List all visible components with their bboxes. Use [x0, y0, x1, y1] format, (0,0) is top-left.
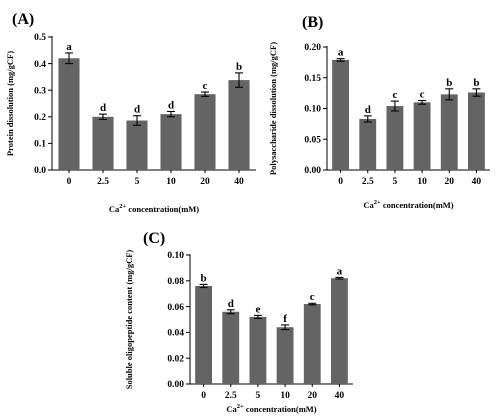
y-tick-label: 0.02: [167, 354, 184, 364]
bar: [332, 59, 350, 170]
bar: [126, 120, 148, 170]
x-tick-label: 20: [200, 177, 210, 187]
x-tick-label: 40: [234, 177, 244, 187]
y-tick-label: 0.08: [167, 277, 184, 287]
bar: [160, 114, 182, 170]
y-axis-title: Polysaccharide dissolution (mg/gCF): [268, 42, 278, 175]
y-tick-label: 0.10: [304, 105, 321, 115]
x-tick-label: 2.5: [225, 391, 237, 401]
bar: [330, 278, 348, 384]
x-axis-title: Ca2+ concentration(mM): [363, 199, 453, 210]
x-tick-label: 5: [256, 391, 261, 401]
y-tick-label: 0.10: [167, 251, 184, 261]
y-tick-label: 0.15: [304, 74, 321, 84]
x-axis-title: Ca2+ concentration(mM): [109, 203, 199, 214]
x-tick-label: 0: [338, 177, 343, 187]
x-axis-title-sup: 2+: [119, 203, 126, 210]
panel-c: (C) 0.00 0.02 0.04 0.06 0.08 0.10 b 0 d 2.5 e 5 f 10 c 2…: [124, 230, 353, 414]
x-axis-title-tail: concentration(mM): [244, 404, 317, 414]
significance-letter: d: [365, 104, 371, 116]
significance-letter: d: [168, 99, 174, 111]
x-axis-title-tail: concentration(mM): [381, 200, 454, 210]
bar: [222, 311, 240, 384]
panel-label: (C): [143, 230, 165, 247]
panel-label: (B): [302, 14, 323, 31]
significance-letter: b: [236, 61, 242, 73]
significance-letter: c: [392, 89, 397, 101]
x-axis-title-main: Ca: [226, 404, 237, 414]
x-tick-label: 20: [308, 391, 318, 401]
significance-letter: f: [283, 313, 287, 325]
x-tick-label: 2.5: [97, 177, 109, 187]
panel-a: (A) 0.0 0.1 0.2 0.3 0.4 0.5 a 0 d 2.5 d 5 d 10 c 20 b 40 Ca…: [5, 11, 256, 214]
significance-letter: b: [201, 272, 207, 284]
x-axis-title-tail: concentration(mM): [126, 204, 199, 214]
significance-letter: c: [203, 80, 208, 92]
y-tick-label: 0.00: [304, 166, 321, 176]
x-tick-label: 40: [335, 391, 345, 401]
y-tick-label: 0.06: [167, 303, 184, 313]
bar: [228, 80, 250, 170]
bar: [58, 58, 80, 170]
significance-letter: a: [338, 47, 344, 59]
y-tick-label: 0.1: [34, 140, 46, 150]
bar: [386, 106, 404, 170]
x-axis-title: Ca2+ concentration(mM): [226, 403, 316, 414]
x-tick-label: 10: [280, 391, 290, 401]
bar: [413, 102, 431, 170]
significance-letter: d: [100, 102, 106, 114]
significance-letter: a: [66, 41, 72, 53]
bar: [440, 94, 458, 170]
significance-letter: d: [228, 298, 234, 310]
y-tick-label: 0.04: [167, 329, 184, 339]
bar: [249, 316, 267, 384]
panel-label: (A): [12, 11, 34, 28]
y-tick-label: 0.2: [34, 113, 46, 123]
y-tick-label: 0.05: [304, 135, 321, 145]
x-tick-label: 5: [135, 177, 140, 187]
significance-letter: c: [420, 89, 425, 101]
panel-b: (B) 0.00 0.05 0.10 0.15 0.20 a 0 d 2.5 c 5 c 10 b 20 b 40…: [268, 14, 490, 210]
bar: [92, 116, 114, 170]
x-tick-label: 10: [417, 177, 427, 187]
y-tick-label: 0.4: [34, 60, 46, 70]
y-tick-label: 0.3: [34, 86, 46, 96]
x-axis-title-main: Ca: [363, 200, 374, 210]
x-tick-label: 10: [166, 177, 176, 187]
x-tick-label: 0: [67, 177, 72, 187]
x-tick-label: 5: [393, 177, 398, 187]
x-tick-label: 20: [445, 177, 455, 187]
significance-letter: b: [446, 77, 452, 89]
x-tick-label: 0: [201, 391, 206, 401]
significance-letter: e: [255, 303, 260, 315]
y-tick-label: 0.00: [167, 380, 184, 390]
y-axis-title: Soluble oligopeptide content (mg/gCF): [124, 250, 134, 390]
bar: [467, 92, 485, 170]
y-tick-label: 0.0: [34, 166, 46, 176]
y-tick-label: 0.5: [34, 33, 46, 43]
bar: [276, 327, 294, 384]
y-axis-title: Protein dissolution (mg/gCF): [5, 51, 15, 156]
significance-letter: b: [473, 77, 479, 89]
significance-letter: a: [337, 265, 343, 277]
bar: [195, 285, 213, 384]
x-axis-title-sup: 2+: [374, 199, 381, 206]
x-axis-title-main: Ca: [109, 204, 120, 214]
x-tick-label: 2.5: [362, 177, 374, 187]
bar: [303, 304, 321, 384]
x-tick-label: 40: [472, 177, 482, 187]
y-tick-label: 0.20: [304, 43, 321, 53]
significance-letter: d: [134, 104, 140, 116]
bar: [359, 118, 377, 170]
bar: [194, 94, 216, 170]
significance-letter: c: [310, 291, 315, 303]
x-axis-title-sup: 2+: [237, 403, 244, 410]
